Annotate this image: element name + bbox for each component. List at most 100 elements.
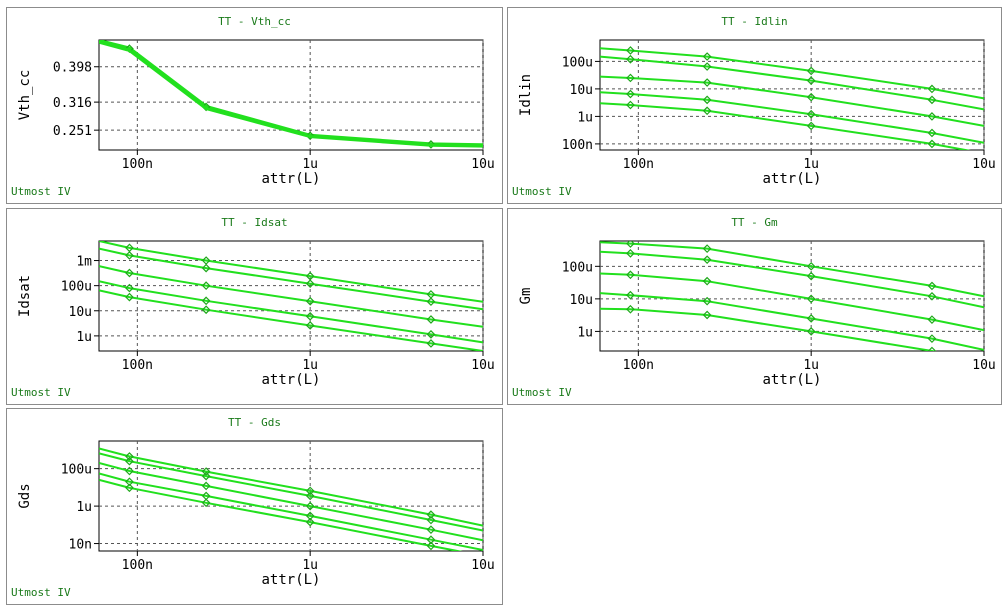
x-tick-label: 1u <box>803 358 819 373</box>
chart-panel-idsat: 100n 1u 10u 1u 10u 100u 1m attr(L) Idsat TT - Id… <box>6 208 503 405</box>
footer-label: Utmost IV <box>11 586 71 599</box>
data-point-marker <box>806 261 816 271</box>
series-line <box>600 272 984 332</box>
series-line <box>600 102 971 150</box>
data-point-marker <box>201 263 211 273</box>
data-point-marker <box>426 525 436 535</box>
data-point-marker <box>426 541 436 551</box>
y-tick-label: 1u <box>577 325 593 340</box>
data-point-marker <box>426 330 436 339</box>
data-point-marker <box>201 467 211 476</box>
plot-area <box>98 39 484 151</box>
y-tick-label: 10u <box>570 83 593 98</box>
chart-svg-idlin: 100n 1u 10u 100n 1u 10u 100u attr(L) Idlin <box>518 39 996 187</box>
data-point-marker <box>927 346 937 351</box>
data-point-marker <box>806 121 816 131</box>
x-tick-label: 100n <box>122 558 153 573</box>
y-tick-label: 100u <box>61 463 92 478</box>
footer-label: Utmost IV <box>11 185 71 198</box>
x-axis-label: attr(L) <box>261 171 320 187</box>
series-line <box>99 40 483 148</box>
data-point-marker <box>201 305 211 315</box>
y-tick-label: 0.251 <box>53 124 92 139</box>
data-point-marker <box>426 515 436 525</box>
chart-svg-gm: 100n 1u 10u 1u 10u 100u attr(L) Gm <box>518 240 996 388</box>
series-group <box>600 46 984 150</box>
series-line <box>99 478 463 551</box>
chart-svg-vth: 100n 1u 10u 0.251 0.316 0.398 attr(L) Vth_cc <box>17 39 495 187</box>
series-line <box>99 472 483 551</box>
data-point-marker <box>927 112 937 121</box>
chart-svg-gds: 100n 1u 10u 10n 1u 100u attr(L) Gds <box>17 440 495 588</box>
data-point-marker <box>305 311 315 321</box>
data-point-marker <box>125 477 134 487</box>
y-axis-label: Vth_cc <box>17 70 33 121</box>
chart-title-gm: TT - Gm <box>731 216 778 229</box>
y-axis-label: Idsat <box>17 275 33 317</box>
series-line <box>99 447 483 527</box>
data-point-marker <box>305 279 315 289</box>
data-point-marker <box>426 510 436 519</box>
y-tick-label: 0.316 <box>53 96 92 111</box>
series-group <box>99 241 483 351</box>
data-point-marker <box>125 251 134 260</box>
data-point-marker <box>702 62 712 71</box>
y-tick-label: 0.398 <box>53 61 92 76</box>
x-axis-label: attr(L) <box>762 372 821 388</box>
data-point-marker <box>125 292 134 302</box>
series-line <box>99 280 483 344</box>
x-tick-label: 1u <box>803 157 819 172</box>
x-tick-label: 100n <box>623 358 654 373</box>
data-point-marker <box>927 139 937 149</box>
data-point-marker <box>125 483 134 493</box>
y-tick-label: 1u <box>577 110 593 125</box>
data-point-marker <box>806 92 816 102</box>
series-group <box>99 40 483 149</box>
data-point-marker <box>702 95 712 105</box>
chart-panel-gds: 100n 1u 10u 10n 1u 100u attr(L) Gds TT - Gds Ut… <box>6 408 503 605</box>
x-axis-label: attr(L) <box>261 372 320 388</box>
data-point-marker <box>626 54 635 64</box>
data-point-marker <box>927 315 937 324</box>
data-point-marker <box>702 255 712 265</box>
data-point-marker <box>305 296 315 306</box>
y-tick-label: 100u <box>562 55 593 70</box>
data-point-marker <box>702 244 712 253</box>
chart-title-vth: TT - Vth_cc <box>218 15 291 28</box>
y-tick-label: 10n <box>69 538 92 553</box>
x-tick-label: 10u <box>471 157 494 172</box>
chart-panel-idlin: 100n 1u 10u 100n 1u 10u 100u attr(L) Idlin TT - … <box>507 7 1002 204</box>
data-point-marker <box>806 271 816 281</box>
data-point-marker <box>201 498 211 508</box>
series-line <box>600 250 984 309</box>
y-axis-label: Gds <box>17 483 33 508</box>
data-point-marker <box>201 281 211 291</box>
data-point-marker <box>927 95 937 105</box>
data-point-marker <box>305 486 315 496</box>
data-point-marker <box>426 315 436 324</box>
series-line <box>99 265 483 328</box>
x-tick-label: 1u <box>302 558 318 573</box>
series-line <box>99 452 483 532</box>
data-point-marker <box>806 327 816 336</box>
series-group <box>99 447 483 551</box>
chart-title-idsat: TT - Idsat <box>221 216 288 229</box>
chart-panel-vth: 100n 1u 10u 0.251 0.316 0.398 attr(L) Vth_cc TT… <box>6 7 503 204</box>
data-point-marker <box>806 314 816 323</box>
data-point-marker <box>702 276 712 286</box>
data-point-marker <box>305 501 315 511</box>
data-point-marker <box>626 89 635 99</box>
data-point-marker <box>702 52 712 61</box>
footer-label: Utmost IV <box>11 386 71 399</box>
y-tick-label: 100n <box>562 138 593 153</box>
x-tick-label: 10u <box>972 157 995 172</box>
data-point-marker <box>927 84 937 94</box>
data-point-marker <box>125 452 134 461</box>
series-line <box>600 47 984 100</box>
data-point-marker <box>125 268 134 278</box>
x-tick-label: 1u <box>302 358 318 373</box>
x-tick-label: 100n <box>122 157 153 172</box>
x-tick-label: 10u <box>471 358 494 373</box>
y-tick-label: 1u <box>76 500 92 515</box>
y-tick-label: 10u <box>69 305 92 320</box>
